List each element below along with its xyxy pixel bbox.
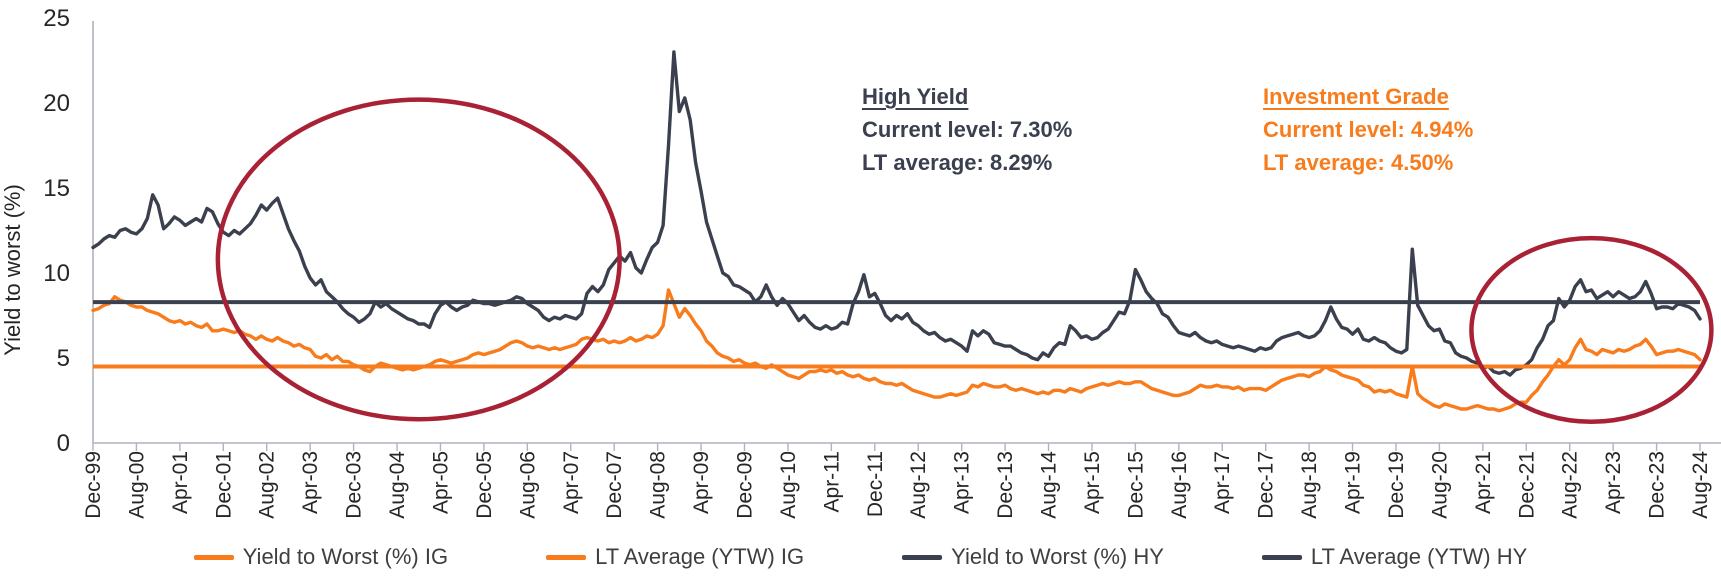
x-tick-label: Dec-23 <box>1646 451 1669 519</box>
y-tick-label: 0 <box>57 430 70 457</box>
legend-marker-ytw-ig <box>193 554 234 560</box>
series-line-hy <box>91 50 1702 377</box>
x-tick-label: Apr-11 <box>820 451 843 512</box>
x-tick-label: Aug-22 <box>1559 451 1582 519</box>
y-axis-title: Yield to worst (%) <box>0 184 25 356</box>
highlight-ellipse-early <box>215 97 622 422</box>
x-tick-label: Apr-23 <box>1602 451 1625 514</box>
legend-item-ltavg-ig: LT Average (YTW) IG <box>546 544 804 570</box>
legend-label-ltavg-hy: LT Average (YTW) HY <box>1310 544 1528 569</box>
x-tick-label: Dec-01 <box>212 451 235 519</box>
callout-high-yield-title: High Yield <box>862 84 969 109</box>
x-tick-label: Apr-09 <box>690 451 713 514</box>
legend-item-ltavg-hy: LT Average (YTW) HY <box>1261 544 1528 570</box>
x-tick-label: Apr-15 <box>1081 451 1104 514</box>
x-tick-label: Dec-11 <box>864 451 887 517</box>
legend-label-ltavg-ig: LT Average (YTW) IG <box>595 544 805 569</box>
x-tick-label: Apr-07 <box>560 451 583 514</box>
x-tick-label: Aug-18 <box>1298 451 1321 519</box>
x-tick-label: Aug-00 <box>125 451 148 519</box>
y-tick-label: 10 <box>43 260 70 287</box>
x-tick-label: Apr-17 <box>1211 451 1234 514</box>
callout-investment-grade: Investment Grade Current level: 4.94% LT… <box>1263 80 1473 179</box>
legend-marker-ytw-hy <box>902 554 943 560</box>
x-tick-label: Dec-21 <box>1515 451 1538 519</box>
x-tick-label: Dec-07 <box>603 451 626 519</box>
legend-item-ytw-hy: Yield to Worst (%) HY <box>902 544 1164 570</box>
legend-marker-ltavg-ig <box>546 554 587 560</box>
y-tick-label: 5 <box>57 345 70 372</box>
callout-investment-grade-title: Investment Grade <box>1263 84 1449 109</box>
callout-high-yield: High Yield Current level: 7.30% LT avera… <box>862 80 1072 179</box>
x-tick-label: Aug-12 <box>907 451 930 519</box>
legend-label-ytw-hy: Yield to Worst (%) HY <box>951 544 1164 569</box>
x-tick-label: Aug-06 <box>516 451 539 519</box>
x-tick-label: Aug-04 <box>386 451 409 519</box>
callout-high-yield-current: Current level: 7.30% <box>862 117 1073 142</box>
series-line-ig <box>91 288 1702 413</box>
x-tick-label: Aug-24 <box>1689 451 1712 519</box>
callout-investment-grade-average: LT average: 4.50% <box>1263 150 1454 175</box>
x-tick-label: Aug-02 <box>256 451 279 519</box>
x-tick-label: Aug-10 <box>777 451 800 519</box>
legend-item-ytw-ig: Yield to Worst (%) IG <box>193 544 449 570</box>
callout-investment-grade-current: Current level: 4.94% <box>1263 117 1474 142</box>
y-tick-label: 25 <box>43 5 70 32</box>
legend-marker-ltavg-hy <box>1261 554 1302 560</box>
x-tick-label: Dec-09 <box>733 451 756 519</box>
x-tick-label: Apr-19 <box>1342 451 1365 514</box>
x-tick-label: Dec-17 <box>1255 451 1278 519</box>
x-tick-label: Apr-05 <box>429 451 452 514</box>
x-tick-label: Apr-03 <box>299 451 322 514</box>
x-tick-label: Aug-14 <box>1038 451 1061 519</box>
x-tick-label: Dec-13 <box>994 451 1017 519</box>
x-tick-label: Aug-08 <box>647 451 670 519</box>
x-tick-label: Aug-16 <box>1168 451 1191 519</box>
x-tick-label: Apr-21 <box>1472 451 1495 514</box>
x-tick-label: Apr-01 <box>169 451 192 514</box>
chart-legend: Yield to Worst (%) IG LT Average (YTW) I… <box>0 541 1721 573</box>
x-tick-label: Dec-03 <box>343 451 366 519</box>
callout-high-yield-average: LT average: 8.29% <box>862 150 1053 175</box>
y-tick-label: 20 <box>43 90 70 117</box>
x-tick-label: Dec-15 <box>1124 451 1147 519</box>
x-tick-label: Dec-05 <box>473 451 496 519</box>
x-tick-label: Dec-99 <box>82 451 105 519</box>
x-tick-label: Apr-13 <box>951 451 974 514</box>
x-tick-label: Aug-20 <box>1428 451 1451 519</box>
y-tick-label: 15 <box>43 175 70 202</box>
x-tick-label: Dec-19 <box>1385 451 1408 519</box>
highlight-ellipse-recent <box>1469 235 1714 425</box>
legend-label-ytw-ig: Yield to Worst (%) IG <box>242 544 449 569</box>
